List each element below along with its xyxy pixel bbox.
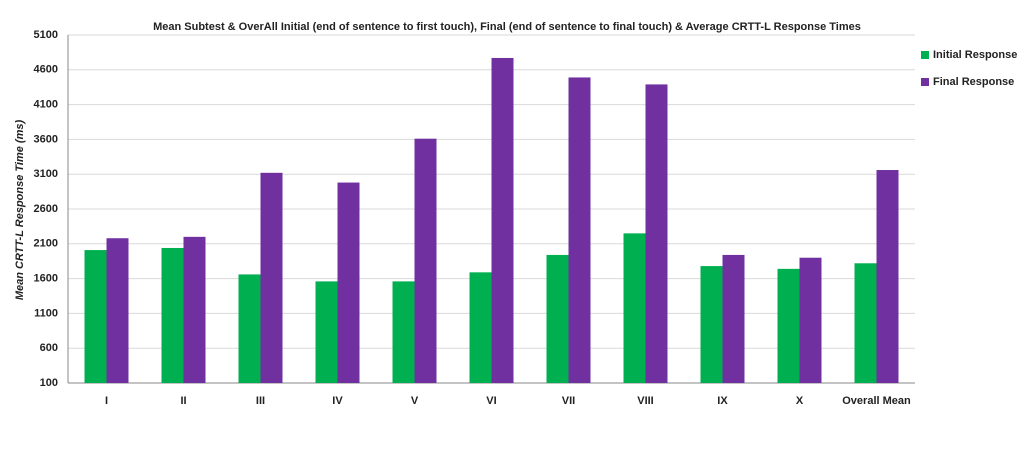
y-tick-label: 1100 [34, 307, 58, 319]
y-tick-label: 2100 [34, 238, 58, 250]
bar [260, 172, 283, 383]
y-tick-label: 1600 [34, 273, 58, 285]
y-tick-label: 3100 [34, 168, 58, 180]
y-axis-label: Mean CRTT-L Response Time (ms) [14, 120, 26, 301]
bar [183, 236, 206, 383]
chart-title: Mean Subtest & OverAll Initial (end of s… [153, 21, 861, 33]
bar [876, 170, 899, 383]
bar [623, 233, 646, 383]
y-tick-label: 100 [40, 377, 58, 389]
bar [161, 247, 184, 383]
x-tick-label: IX [717, 395, 728, 407]
x-tick-label: I [105, 395, 108, 407]
x-tick-label: X [796, 395, 804, 407]
x-tick-label: Overall Mean [842, 395, 911, 407]
y-tick-label: 2600 [34, 203, 58, 215]
bar [392, 281, 415, 383]
legend-swatch [921, 51, 929, 59]
bar [700, 266, 723, 383]
x-tick-label: III [256, 395, 265, 407]
y-tick-label: 4100 [34, 99, 58, 111]
bar [469, 272, 492, 383]
x-tick-label: VIII [637, 395, 654, 407]
bar [799, 257, 822, 383]
y-tick-label: 3600 [34, 133, 58, 145]
bar [491, 57, 514, 384]
y-tick-label: 600 [40, 342, 58, 354]
y-tick-label: 4600 [34, 64, 58, 76]
bar [106, 238, 129, 383]
bar [854, 263, 877, 383]
x-tick-label: VII [562, 395, 575, 407]
bar [546, 254, 569, 383]
bar [238, 274, 261, 383]
x-tick-label: IV [332, 395, 343, 407]
x-tick-label: VI [486, 395, 496, 407]
bar [777, 268, 800, 383]
x-tick-label: V [411, 395, 419, 407]
legend-label: Final Response [933, 76, 1014, 88]
y-tick-label: 5100 [34, 29, 58, 41]
bar [568, 77, 591, 384]
bar [645, 84, 668, 383]
x-tick-label: II [180, 395, 186, 407]
bar [315, 281, 338, 383]
bar [84, 250, 107, 383]
bar [414, 138, 437, 383]
legend-swatch [921, 78, 929, 86]
bar [337, 182, 360, 383]
legend-label: Initial Response [933, 49, 1017, 61]
bar [722, 254, 745, 383]
